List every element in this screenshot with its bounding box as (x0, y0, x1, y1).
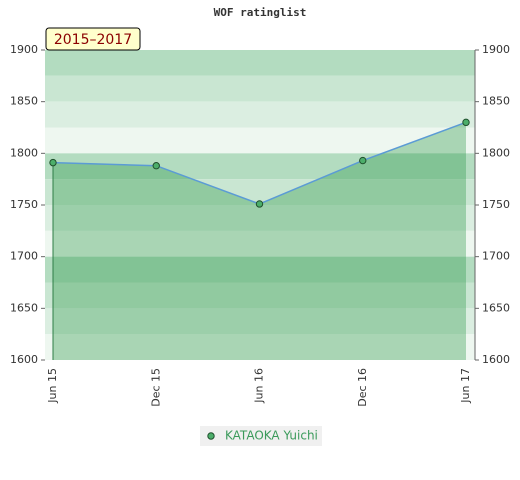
y-tick-label: 1800 (10, 146, 38, 159)
y-tick-label: 1900 (10, 43, 38, 56)
y-tick-label: 1750 (10, 198, 38, 211)
background-band (45, 334, 475, 360)
point (359, 156, 367, 165)
annotation-box (45, 27, 141, 51)
x-tick-label: Jun 15 (46, 368, 59, 404)
point (152, 162, 160, 170)
point (49, 158, 57, 167)
background-band (45, 75, 475, 102)
y2-tick-label: 1800 (482, 146, 510, 159)
legend-label: KATAOKA Yuichi (225, 429, 318, 443)
y2-tick-label: 1900 (482, 43, 510, 56)
plot-area (45, 50, 475, 360)
y-tick-label: 1650 (10, 301, 38, 314)
point (462, 118, 470, 127)
y2-tick-label: 1600 (482, 353, 510, 366)
y2-tick-label: 1750 (482, 198, 510, 211)
legend-marker (207, 432, 215, 440)
x-tick-label: Jun 16 (253, 368, 266, 404)
y2-tick-label: 1850 (482, 95, 510, 108)
x-tick-label: Dec 15 (149, 368, 162, 407)
chart-title: WOF ratinglist (214, 6, 307, 19)
y-tick-label: 1700 (10, 250, 38, 263)
background-band (45, 50, 475, 76)
x-tick-label: Jun 17 (459, 368, 472, 404)
y-tick-label: 1600 (10, 353, 38, 366)
y2-tick-label: 1650 (482, 301, 510, 314)
y2-tick-label: 1700 (482, 250, 510, 263)
background-band (45, 308, 475, 335)
background-band (45, 101, 475, 128)
x-tick-label: Dec 16 (356, 368, 369, 407)
background-band (45, 256, 475, 283)
background-band (45, 230, 475, 257)
area (53, 122, 466, 360)
annotation: 2015–2017 (54, 32, 132, 48)
background-band (45, 205, 475, 231)
legend-box (200, 426, 322, 446)
point (255, 200, 264, 208)
background-band (45, 282, 475, 309)
background-band (45, 153, 475, 180)
background-band (45, 127, 475, 154)
y-tick-label: 1850 (10, 95, 38, 108)
